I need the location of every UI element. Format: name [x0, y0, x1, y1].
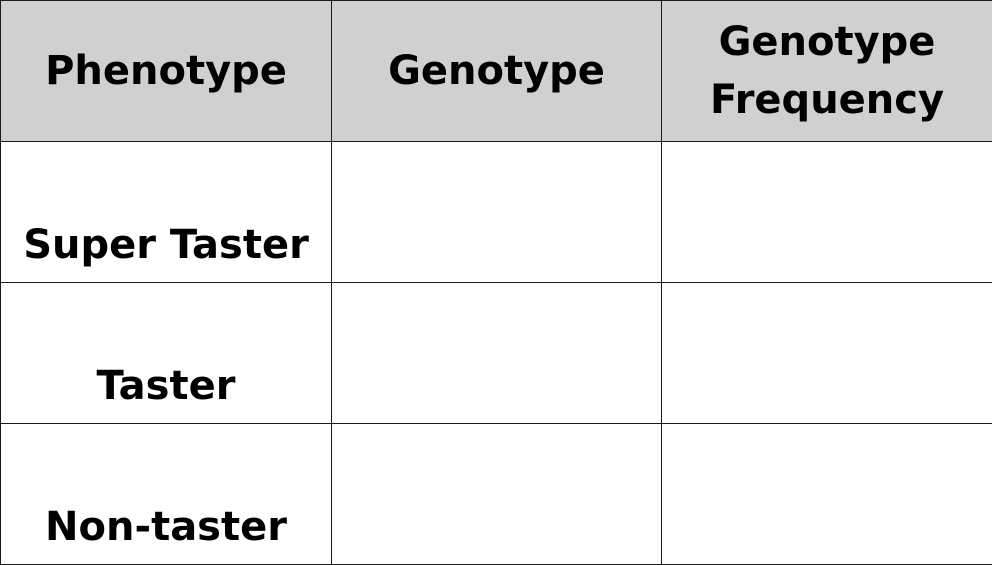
table-header-row: Phenotype Genotype Genotype Frequency	[1, 1, 992, 142]
phenotype-cell: Super Taster	[1, 142, 332, 283]
genotype-cell[interactable]	[332, 283, 662, 424]
header-genotype-frequency: Genotype Frequency	[662, 1, 992, 142]
frequency-cell[interactable]	[662, 142, 992, 283]
genotype-cell[interactable]	[332, 142, 662, 283]
phenotype-cell: Non-taster	[1, 424, 332, 565]
table-row: Non-taster	[1, 424, 992, 565]
frequency-cell[interactable]	[662, 424, 992, 565]
header-phenotype: Phenotype	[1, 1, 332, 142]
phenotype-cell: Taster	[1, 283, 332, 424]
table-row: Taster	[1, 283, 992, 424]
frequency-cell[interactable]	[662, 283, 992, 424]
genotype-cell[interactable]	[332, 424, 662, 565]
header-genotype: Genotype	[332, 1, 662, 142]
header-genotype-frequency-line2: Frequency	[662, 71, 992, 129]
header-genotype-frequency-line1: Genotype	[662, 13, 992, 71]
table-row: Super Taster	[1, 142, 992, 283]
